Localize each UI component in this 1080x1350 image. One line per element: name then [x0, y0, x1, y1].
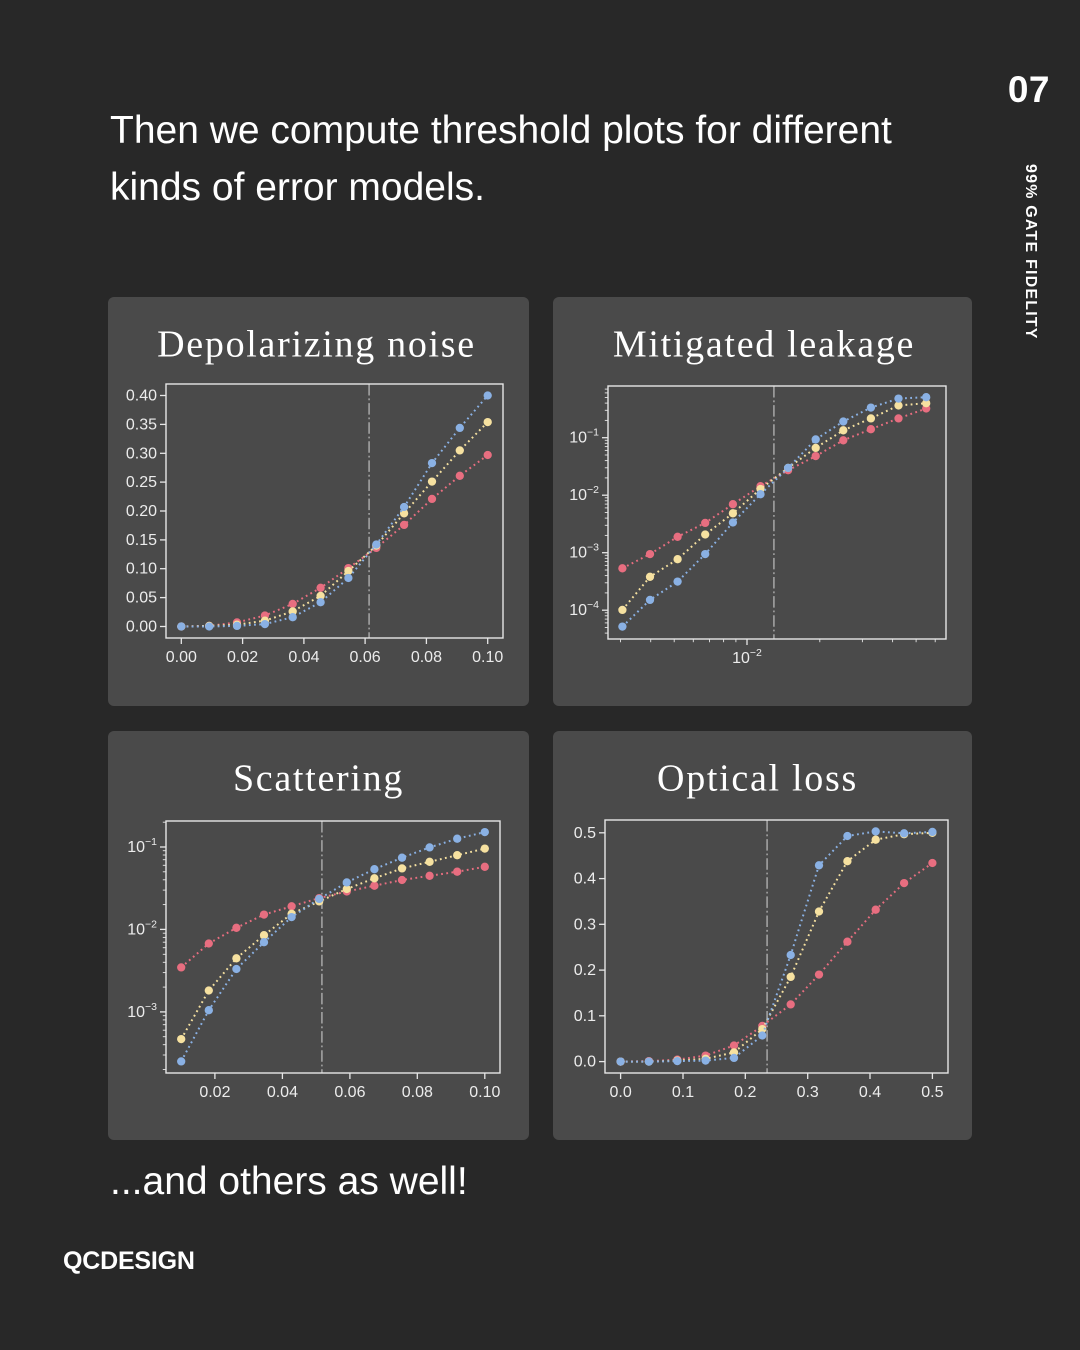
svg-text:0.4: 0.4	[574, 871, 596, 888]
svg-text:0.04: 0.04	[267, 1084, 298, 1101]
svg-text:0.35: 0.35	[126, 416, 157, 433]
svg-text:0.1: 0.1	[672, 1084, 694, 1101]
svg-text:0.08: 0.08	[402, 1084, 433, 1101]
svg-text:Scattering: Scattering	[233, 758, 404, 800]
svg-text:0.5: 0.5	[574, 825, 596, 842]
svg-text:0.0: 0.0	[574, 1054, 596, 1071]
svg-text:0.40: 0.40	[126, 388, 157, 405]
svg-text:10−2: 10−2	[127, 918, 157, 938]
svg-text:0.04: 0.04	[288, 649, 319, 666]
svg-text:0.10: 0.10	[126, 561, 157, 578]
svg-text:0.2: 0.2	[574, 962, 596, 979]
svg-text:0.08: 0.08	[411, 649, 442, 666]
svg-text:0.00: 0.00	[126, 619, 157, 636]
svg-text:10−3: 10−3	[127, 1001, 157, 1021]
svg-text:0.02: 0.02	[199, 1084, 230, 1101]
svg-text:0.3: 0.3	[797, 1084, 819, 1101]
svg-text:0.2: 0.2	[734, 1084, 756, 1101]
svg-text:Depolarizing noise: Depolarizing noise	[157, 324, 476, 366]
svg-text:0.06: 0.06	[350, 649, 381, 666]
svg-text:10−1: 10−1	[127, 836, 157, 856]
svg-text:0.02: 0.02	[227, 649, 258, 666]
svg-text:0.4: 0.4	[859, 1084, 881, 1101]
svg-text:0.10: 0.10	[472, 649, 503, 666]
svg-text:0.20: 0.20	[126, 503, 157, 520]
svg-text:0.10: 0.10	[469, 1084, 500, 1101]
svg-text:Mitigated leakage: Mitigated leakage	[613, 324, 915, 366]
svg-text:0.05: 0.05	[126, 590, 157, 607]
svg-text:10−3: 10−3	[569, 542, 599, 562]
svg-text:0.30: 0.30	[126, 445, 157, 462]
svg-text:Optical loss: Optical loss	[657, 758, 858, 800]
svg-text:10−4: 10−4	[569, 599, 599, 619]
svg-text:0.0: 0.0	[609, 1084, 631, 1101]
svg-text:0.1: 0.1	[574, 1008, 596, 1025]
svg-text:10−2: 10−2	[569, 484, 599, 504]
svg-text:0.15: 0.15	[126, 532, 157, 549]
svg-text:0.00: 0.00	[166, 649, 197, 666]
svg-text:0.5: 0.5	[921, 1084, 943, 1101]
svg-text:10−1: 10−1	[569, 427, 599, 447]
svg-text:10−2: 10−2	[732, 647, 762, 667]
svg-text:0.3: 0.3	[574, 916, 596, 933]
svg-text:0.25: 0.25	[126, 474, 157, 491]
svg-text:0.06: 0.06	[334, 1084, 365, 1101]
